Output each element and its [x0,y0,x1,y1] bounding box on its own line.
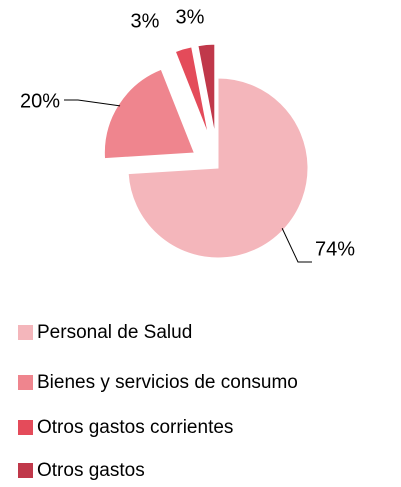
pie-slice [197,43,216,135]
legend-label: Personal de Salud [37,322,192,343]
leader-line [64,99,121,107]
pie-slice [174,46,210,136]
pie-slice [103,68,196,160]
data-label: 74% [315,238,355,260]
data-label: 3% [131,10,160,32]
legend-label: Otros gastos [37,460,145,481]
legend-label: Bienes y servicios de consumo [37,372,298,393]
data-label: 20% [20,90,60,112]
data-label: 3% [176,6,205,28]
pie-slice [127,77,309,259]
legend-swatch [18,325,33,340]
leader-line [281,228,312,263]
legend-swatch [18,463,33,478]
legend-swatch [18,420,33,435]
legend-swatch [18,375,33,390]
legend-label: Otros gastos corrientes [37,417,233,438]
